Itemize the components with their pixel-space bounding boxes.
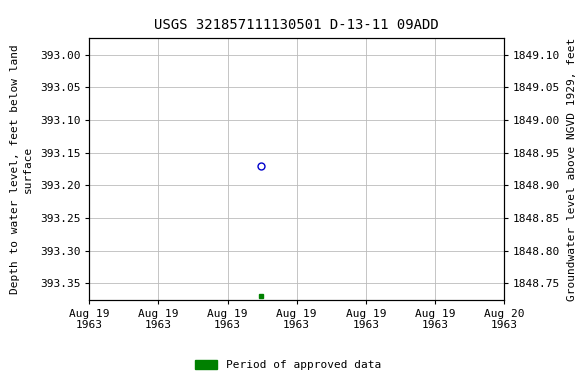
Legend: Period of approved data: Period of approved data — [191, 356, 385, 375]
Y-axis label: Groundwater level above NGVD 1929, feet: Groundwater level above NGVD 1929, feet — [567, 37, 576, 301]
Title: USGS 321857111130501 D-13-11 09ADD: USGS 321857111130501 D-13-11 09ADD — [154, 18, 439, 31]
Y-axis label: Depth to water level, feet below land
surface: Depth to water level, feet below land su… — [10, 44, 33, 294]
